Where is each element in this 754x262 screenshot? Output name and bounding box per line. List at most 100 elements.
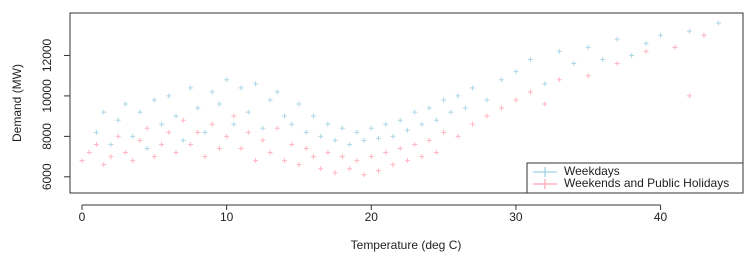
point bbox=[325, 121, 331, 127]
point bbox=[419, 154, 425, 160]
point bbox=[195, 129, 201, 135]
point bbox=[455, 133, 461, 139]
point bbox=[260, 125, 266, 131]
point bbox=[166, 93, 172, 99]
point bbox=[224, 133, 230, 139]
point bbox=[383, 121, 389, 127]
y-axis-title: Demand (MW) bbox=[10, 64, 24, 142]
point bbox=[600, 57, 606, 63]
point bbox=[86, 150, 92, 156]
point bbox=[108, 141, 114, 147]
point bbox=[281, 113, 287, 119]
point bbox=[202, 129, 208, 135]
point bbox=[122, 101, 128, 107]
point bbox=[556, 48, 562, 54]
point bbox=[441, 97, 447, 103]
y-tick-label: 8000 bbox=[40, 123, 54, 150]
point bbox=[462, 105, 468, 111]
point bbox=[376, 168, 382, 174]
point bbox=[187, 141, 193, 147]
point bbox=[455, 93, 461, 99]
point bbox=[180, 117, 186, 123]
point bbox=[339, 154, 345, 160]
point bbox=[614, 61, 620, 67]
point bbox=[484, 97, 490, 103]
point bbox=[238, 146, 244, 152]
x-tick-label: 0 bbox=[79, 210, 86, 224]
point bbox=[310, 113, 316, 119]
point bbox=[585, 73, 591, 79]
point bbox=[404, 158, 410, 164]
point bbox=[318, 166, 324, 172]
point bbox=[151, 154, 157, 160]
point bbox=[253, 158, 259, 164]
y-tick-label: 6000 bbox=[40, 163, 54, 190]
point bbox=[433, 117, 439, 123]
point bbox=[390, 133, 396, 139]
point bbox=[137, 137, 143, 143]
point bbox=[354, 158, 360, 164]
point bbox=[93, 141, 99, 147]
point bbox=[202, 154, 208, 160]
y-tick-label: 12000 bbox=[40, 38, 54, 72]
point bbox=[303, 146, 309, 152]
point bbox=[209, 121, 215, 127]
point bbox=[108, 154, 114, 160]
point bbox=[347, 141, 353, 147]
point bbox=[130, 158, 136, 164]
point bbox=[289, 121, 295, 127]
point bbox=[404, 127, 410, 133]
point bbox=[325, 150, 331, 156]
point bbox=[426, 137, 432, 143]
point bbox=[498, 105, 504, 111]
point bbox=[542, 101, 548, 107]
point bbox=[390, 162, 396, 168]
point bbox=[267, 150, 273, 156]
point bbox=[556, 77, 562, 83]
x-tick-label: 10 bbox=[220, 210, 234, 224]
point bbox=[281, 158, 287, 164]
point bbox=[672, 44, 678, 50]
point bbox=[513, 97, 519, 103]
x-tick-label: 40 bbox=[654, 210, 668, 224]
y-tick-label: 10000 bbox=[40, 79, 54, 113]
point bbox=[93, 129, 99, 135]
point bbox=[470, 85, 476, 91]
point bbox=[253, 81, 259, 87]
point bbox=[318, 133, 324, 139]
point bbox=[187, 85, 193, 91]
plot-frame bbox=[69, 12, 744, 194]
point bbox=[166, 129, 172, 135]
point bbox=[470, 121, 476, 127]
point bbox=[173, 113, 179, 119]
point bbox=[419, 121, 425, 127]
point bbox=[527, 89, 533, 95]
point bbox=[332, 137, 338, 143]
x-tick-label: 20 bbox=[365, 210, 379, 224]
point bbox=[144, 146, 150, 152]
point bbox=[137, 109, 143, 115]
point bbox=[310, 154, 316, 160]
point bbox=[614, 36, 620, 42]
point bbox=[448, 109, 454, 115]
x-tick-label: 30 bbox=[509, 210, 523, 224]
x-axis-title: Temperature (deg C) bbox=[351, 238, 462, 252]
point bbox=[115, 133, 121, 139]
point bbox=[629, 52, 635, 58]
point bbox=[101, 109, 107, 115]
point bbox=[412, 141, 418, 147]
point bbox=[354, 129, 360, 135]
point bbox=[231, 113, 237, 119]
point bbox=[245, 129, 251, 135]
legend-label: Weekends and Public Holidays bbox=[564, 176, 729, 190]
point bbox=[498, 77, 504, 83]
point bbox=[216, 146, 222, 152]
point bbox=[339, 125, 345, 131]
point bbox=[101, 162, 107, 168]
point bbox=[701, 32, 707, 38]
point bbox=[151, 97, 157, 103]
point bbox=[361, 137, 367, 143]
point bbox=[180, 137, 186, 143]
point bbox=[274, 125, 280, 131]
